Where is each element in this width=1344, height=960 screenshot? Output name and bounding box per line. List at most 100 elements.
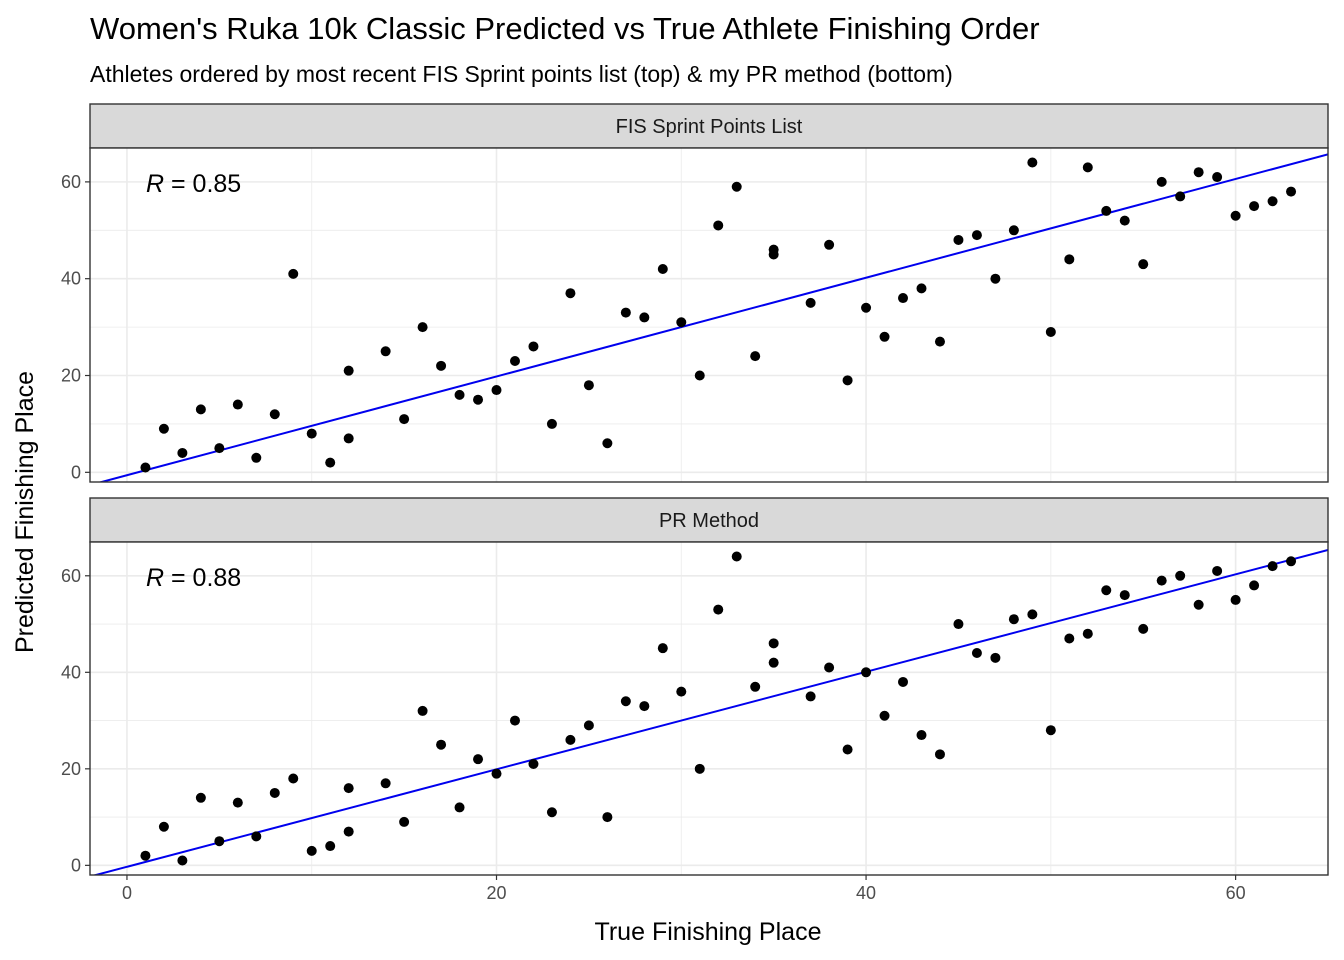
data-point — [602, 812, 613, 823]
data-point — [528, 341, 539, 352]
y-tick-label: 20 — [61, 759, 81, 779]
data-point — [1286, 556, 1297, 567]
data-point — [232, 399, 243, 410]
y-tick-label: 60 — [61, 172, 81, 192]
data-point — [288, 268, 299, 279]
data-point — [1045, 326, 1056, 337]
data-point — [1175, 191, 1186, 202]
data-point — [177, 855, 188, 866]
data-point — [1008, 225, 1019, 236]
panel-background — [90, 148, 1328, 482]
data-point — [1249, 580, 1260, 591]
data-point — [694, 763, 705, 774]
data-point — [325, 841, 336, 852]
data-point — [934, 749, 945, 760]
data-point — [639, 701, 650, 712]
data-points — [140, 157, 1297, 473]
data-point — [824, 239, 835, 250]
data-point — [768, 249, 779, 260]
data-point — [916, 730, 927, 741]
data-point — [898, 676, 909, 687]
data-point — [1082, 628, 1093, 639]
chart-subtitle: Athletes ordered by most recent FIS Spri… — [90, 61, 953, 87]
data-point — [1045, 725, 1056, 736]
data-point — [1267, 196, 1278, 207]
data-point — [140, 850, 151, 861]
data-point — [491, 385, 502, 396]
data-point — [417, 322, 428, 333]
data-point — [251, 452, 262, 463]
data-point — [195, 404, 206, 415]
data-point — [1138, 623, 1149, 634]
data-point — [565, 734, 576, 745]
x-axis-title: True Finishing Place — [595, 918, 822, 946]
y-tick-label: 0 — [71, 855, 81, 875]
panel-2: PR Method 0 20 40 60 R = 0.88 — [61, 497, 1329, 876]
data-point — [1138, 259, 1149, 270]
data-point — [1119, 590, 1130, 601]
regression-line — [97, 153, 1328, 482]
panels: FIS Sprint Points List 0 20 40 60 R = 0.85 PR … — [61, 103, 1329, 876]
data-point — [990, 652, 1001, 663]
correlation-value: = 0.88 — [164, 564, 241, 592]
y-tick-label: 60 — [61, 566, 81, 586]
data-point — [232, 797, 243, 808]
data-point — [953, 234, 964, 245]
data-point — [676, 686, 687, 697]
data-point — [565, 288, 576, 299]
data-point — [380, 778, 391, 789]
data-point — [953, 619, 964, 630]
data-point — [916, 283, 927, 294]
data-point — [639, 312, 650, 323]
data-point — [1101, 585, 1112, 596]
data-point — [454, 389, 465, 400]
correlation-label: R = 0.88 — [146, 564, 241, 592]
y-tick-label: 0 — [71, 462, 81, 482]
data-point — [214, 443, 225, 454]
panel-1: FIS Sprint Points List 0 20 40 60 R = 0.85 — [61, 103, 1329, 483]
data-point — [528, 759, 539, 769]
data-point — [934, 336, 945, 347]
panel-border — [89, 147, 1329, 483]
data-point — [269, 787, 280, 798]
data-point — [380, 346, 391, 357]
data-point — [509, 715, 520, 726]
x-tick-label: 40 — [856, 883, 876, 903]
data-point — [842, 375, 853, 386]
data-point — [713, 220, 724, 231]
data-point — [768, 657, 779, 668]
data-point — [676, 317, 687, 328]
data-point — [1119, 215, 1130, 226]
data-point — [971, 230, 982, 241]
data-point — [436, 360, 447, 371]
data-point — [1249, 201, 1260, 212]
data-point — [620, 307, 631, 318]
data-point — [195, 792, 206, 803]
grid — [90, 542, 1328, 875]
correlation-value: = 0.85 — [164, 170, 241, 198]
data-point — [731, 181, 742, 192]
x-tick-label: 60 — [1226, 883, 1246, 903]
data-point — [399, 414, 410, 425]
data-point — [1156, 176, 1167, 187]
data-point — [750, 681, 761, 692]
data-point — [509, 355, 520, 366]
data-point — [158, 423, 169, 434]
data-point — [1156, 575, 1167, 586]
data-point — [602, 438, 613, 449]
correlation-symbol: R — [146, 564, 164, 592]
correlation-symbol: R — [146, 170, 164, 198]
data-point — [620, 696, 631, 707]
data-point — [861, 302, 872, 313]
data-point — [1008, 614, 1019, 625]
data-point — [269, 409, 280, 420]
facet-strip-label: PR Method — [659, 510, 759, 532]
data-point — [343, 826, 354, 837]
data-point — [1027, 157, 1038, 168]
data-point — [583, 380, 594, 391]
data-point — [399, 816, 410, 827]
data-point — [824, 662, 835, 673]
data-point — [1064, 633, 1075, 644]
data-point — [158, 821, 169, 832]
